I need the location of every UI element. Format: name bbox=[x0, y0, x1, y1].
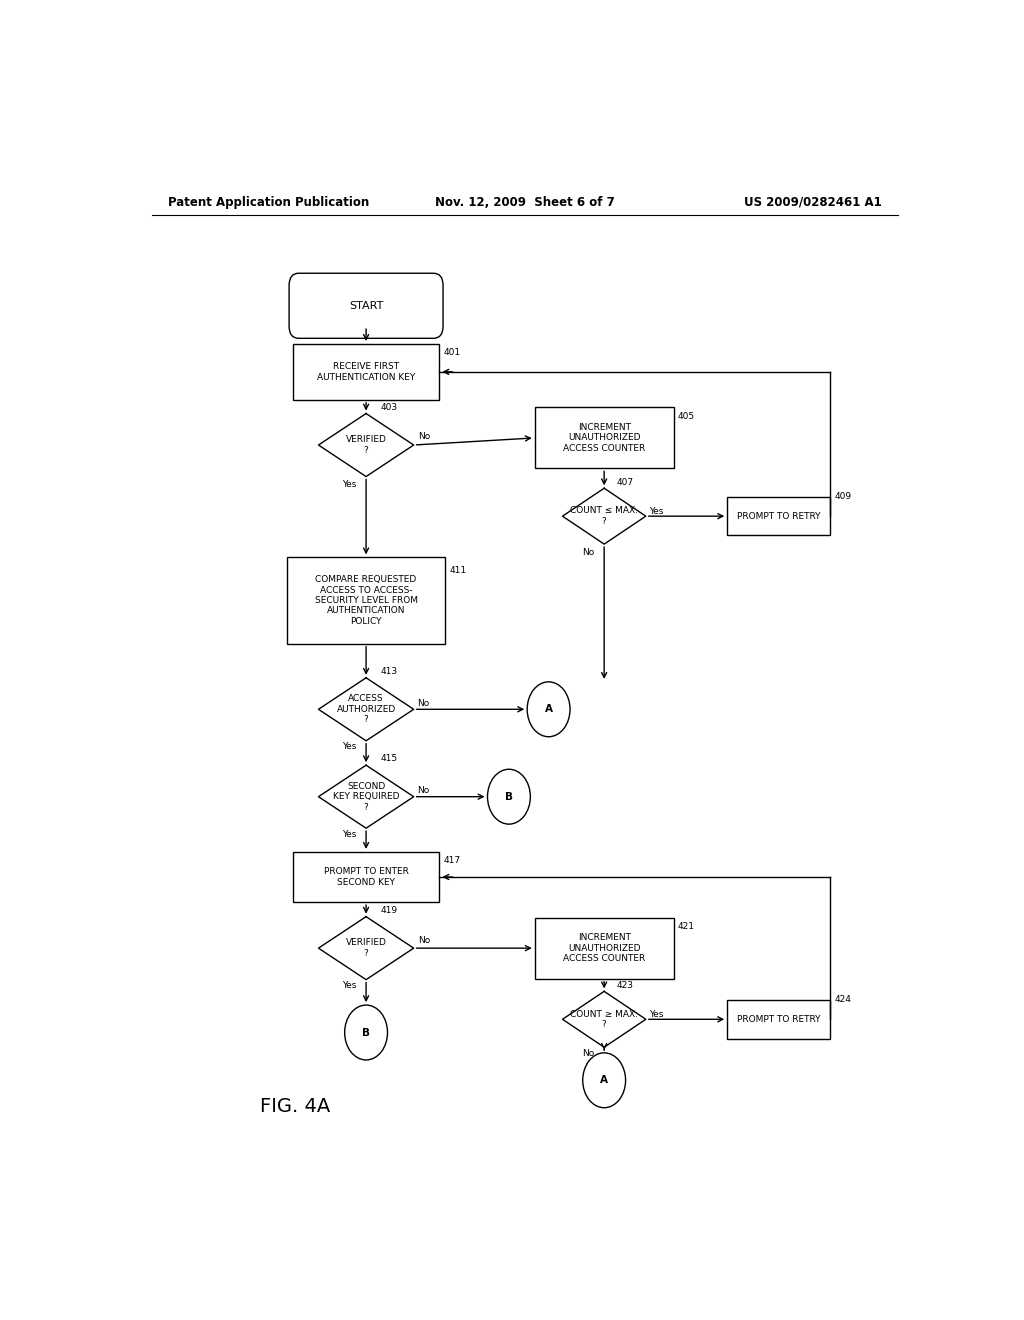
Text: 407: 407 bbox=[616, 478, 634, 487]
Polygon shape bbox=[562, 991, 646, 1047]
Text: FIG. 4A: FIG. 4A bbox=[259, 1097, 330, 1117]
Text: INCREMENT
UNAUTHORIZED
ACCESS COUNTER: INCREMENT UNAUTHORIZED ACCESS COUNTER bbox=[563, 422, 645, 453]
Text: B: B bbox=[505, 792, 513, 801]
Bar bbox=[293, 851, 439, 902]
Text: 417: 417 bbox=[443, 855, 461, 865]
Text: 405: 405 bbox=[678, 412, 694, 421]
Text: PROMPT TO ENTER
SECOND KEY: PROMPT TO ENTER SECOND KEY bbox=[324, 867, 409, 887]
Text: COUNT ≤ MAX.
?: COUNT ≤ MAX. ? bbox=[570, 507, 638, 525]
Text: No: No bbox=[583, 1049, 595, 1057]
Text: 413: 413 bbox=[380, 667, 397, 676]
Text: START: START bbox=[349, 301, 383, 310]
Polygon shape bbox=[318, 413, 414, 477]
Text: A: A bbox=[545, 705, 553, 714]
Polygon shape bbox=[318, 677, 414, 741]
Polygon shape bbox=[318, 766, 414, 828]
Bar bbox=[727, 496, 830, 536]
Text: No: No bbox=[417, 698, 429, 708]
Text: COMPARE REQUESTED
ACCESS TO ACCESS-
SECURITY LEVEL FROM
AUTHENTICATION
POLICY: COMPARE REQUESTED ACCESS TO ACCESS- SECU… bbox=[314, 576, 418, 626]
Circle shape bbox=[583, 1053, 626, 1107]
FancyBboxPatch shape bbox=[289, 273, 443, 338]
Text: 401: 401 bbox=[443, 347, 461, 356]
Bar bbox=[727, 1001, 830, 1039]
Text: Yes: Yes bbox=[342, 480, 356, 490]
Bar bbox=[293, 345, 439, 400]
Text: A: A bbox=[600, 1076, 608, 1085]
Text: B: B bbox=[362, 1027, 370, 1038]
Text: 424: 424 bbox=[835, 995, 851, 1005]
Text: Yes: Yes bbox=[649, 1010, 664, 1019]
Text: Nov. 12, 2009  Sheet 6 of 7: Nov. 12, 2009 Sheet 6 of 7 bbox=[435, 195, 614, 209]
Text: PROMPT TO RETRY: PROMPT TO RETRY bbox=[737, 512, 820, 520]
Text: Yes: Yes bbox=[649, 507, 664, 516]
Text: Yes: Yes bbox=[342, 742, 356, 751]
Bar bbox=[287, 557, 445, 644]
Text: 419: 419 bbox=[380, 906, 397, 915]
Text: No: No bbox=[417, 787, 429, 795]
Text: Yes: Yes bbox=[342, 981, 356, 990]
Text: Yes: Yes bbox=[342, 830, 356, 838]
Bar bbox=[535, 917, 674, 978]
Text: 409: 409 bbox=[835, 492, 851, 502]
Text: No: No bbox=[418, 433, 430, 441]
Text: SECOND
KEY REQUIRED
?: SECOND KEY REQUIRED ? bbox=[333, 781, 399, 812]
Polygon shape bbox=[562, 488, 646, 544]
Text: INCREMENT
UNAUTHORIZED
ACCESS COUNTER: INCREMENT UNAUTHORIZED ACCESS COUNTER bbox=[563, 933, 645, 964]
Text: 415: 415 bbox=[380, 755, 397, 763]
Circle shape bbox=[345, 1005, 387, 1060]
Text: 411: 411 bbox=[450, 566, 467, 574]
Bar bbox=[535, 408, 674, 469]
Text: Patent Application Publication: Patent Application Publication bbox=[168, 195, 369, 209]
Text: COUNT ≥ MAX.
?: COUNT ≥ MAX. ? bbox=[570, 1010, 638, 1030]
Circle shape bbox=[527, 682, 570, 737]
Text: RECEIVE FIRST
AUTHENTICATION KEY: RECEIVE FIRST AUTHENTICATION KEY bbox=[317, 362, 415, 381]
Text: 421: 421 bbox=[678, 923, 694, 932]
Text: No: No bbox=[418, 936, 430, 945]
Text: US 2009/0282461 A1: US 2009/0282461 A1 bbox=[744, 195, 882, 209]
Text: 403: 403 bbox=[380, 403, 397, 412]
Text: VERIFIED
?: VERIFIED ? bbox=[346, 436, 386, 454]
Text: ACCESS
AUTHORIZED
?: ACCESS AUTHORIZED ? bbox=[337, 694, 395, 725]
Text: VERIFIED
?: VERIFIED ? bbox=[346, 939, 386, 958]
Text: PROMPT TO RETRY: PROMPT TO RETRY bbox=[737, 1015, 820, 1024]
Polygon shape bbox=[318, 916, 414, 979]
Text: 423: 423 bbox=[616, 981, 634, 990]
Text: No: No bbox=[583, 548, 595, 557]
Circle shape bbox=[487, 770, 530, 824]
